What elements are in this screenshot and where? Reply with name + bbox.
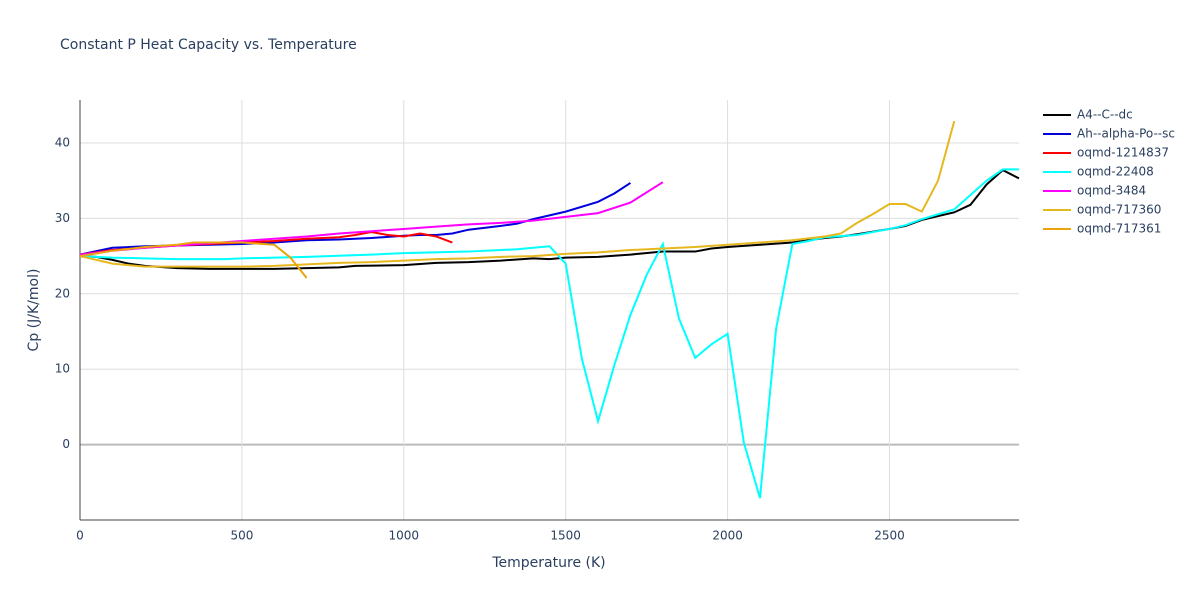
legend-label: Ah--alpha-Po--sc: [1077, 127, 1175, 141]
y-tick-label: 20: [55, 286, 70, 300]
legend-label: oqmd-22408: [1077, 165, 1154, 179]
series-line: [79, 168, 1019, 499]
y-tick-label: 0: [62, 437, 70, 451]
series-line: [79, 241, 308, 279]
legend-label: oqmd-717361: [1077, 222, 1161, 236]
x-tick-label: 1000: [389, 529, 420, 543]
legend-label: oqmd-3484: [1077, 184, 1146, 198]
legend-label: oqmd-717360: [1077, 203, 1161, 217]
y-tick-label: 30: [55, 211, 70, 225]
y-tick-label: 40: [55, 135, 70, 149]
x-axis-title: Temperature (K): [491, 555, 605, 571]
x-tick-label: 1500: [550, 529, 581, 543]
y-tick-label: 10: [55, 362, 70, 376]
x-tick-label: 2000: [712, 529, 743, 543]
series-line: [79, 120, 956, 268]
chart-title: Constant P Heat Capacity vs. Temperature: [60, 37, 357, 53]
legend-label: oqmd-1214837: [1077, 146, 1169, 160]
x-tick-label: 2500: [874, 529, 905, 543]
x-tick-label: 0: [76, 529, 84, 543]
x-tick-label: 500: [230, 529, 253, 543]
legend-label: A4--C--dc: [1077, 108, 1133, 122]
y-axis-title: Cp (J/K/mol): [26, 269, 42, 352]
